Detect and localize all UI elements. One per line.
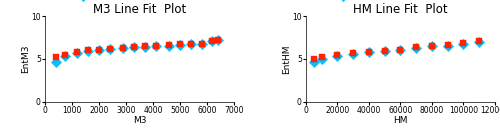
Predicted EntHM bbox=[396, 49, 404, 51]
EntM3 bbox=[214, 39, 222, 41]
Predicted EntM3 bbox=[74, 51, 82, 53]
EntM3 bbox=[62, 55, 70, 57]
Predicted EntM3 bbox=[187, 43, 195, 45]
EntHM bbox=[365, 51, 373, 53]
EntHM bbox=[318, 58, 326, 60]
Predicted EntM3 bbox=[214, 39, 222, 41]
EntHM bbox=[444, 45, 452, 47]
Predicted EntHM bbox=[365, 51, 373, 53]
Predicted EntM3 bbox=[106, 48, 114, 50]
Predicted EntHM bbox=[412, 46, 420, 49]
Predicted EntM3 bbox=[165, 44, 173, 46]
Title: HM Line Fit  Plot: HM Line Fit Plot bbox=[353, 3, 448, 16]
Predicted EntM3 bbox=[130, 46, 138, 49]
X-axis label: M3: M3 bbox=[133, 116, 146, 125]
EntM3 bbox=[106, 48, 114, 50]
EntM3 bbox=[187, 43, 195, 45]
EntM3 bbox=[208, 40, 216, 42]
Predicted EntHM bbox=[310, 58, 318, 60]
EntHM bbox=[349, 53, 357, 55]
EntHM bbox=[380, 50, 388, 52]
EntM3 bbox=[165, 45, 173, 47]
EntM3 bbox=[120, 47, 128, 49]
Predicted EntHM bbox=[460, 42, 468, 44]
Predicted EntHM bbox=[380, 50, 388, 52]
Predicted EntM3 bbox=[62, 54, 70, 56]
Predicted EntM3 bbox=[52, 56, 60, 58]
EntM3 bbox=[198, 43, 205, 45]
Predicted EntHM bbox=[428, 45, 436, 47]
EntHM bbox=[460, 42, 468, 45]
Title: M3 Line Fit  Plot: M3 Line Fit Plot bbox=[93, 3, 186, 16]
EntM3 bbox=[176, 44, 184, 46]
Predicted EntM3 bbox=[95, 49, 103, 51]
Predicted EntM3 bbox=[208, 40, 216, 42]
Predicted EntHM bbox=[318, 56, 326, 58]
EntHM bbox=[428, 45, 436, 47]
EntHM bbox=[334, 54, 342, 57]
Predicted EntHM bbox=[349, 52, 357, 54]
Predicted EntHM bbox=[444, 44, 452, 46]
Predicted EntM3 bbox=[141, 45, 149, 47]
Predicted EntHM bbox=[334, 54, 342, 56]
EntHM bbox=[310, 61, 318, 64]
Predicted EntM3 bbox=[198, 42, 205, 45]
EntM3 bbox=[52, 60, 60, 63]
EntHM bbox=[475, 41, 483, 43]
EntM3 bbox=[141, 45, 149, 48]
Y-axis label: EntM3: EntM3 bbox=[21, 45, 30, 73]
EntM3 bbox=[95, 49, 103, 51]
EntM3 bbox=[130, 46, 138, 49]
EntM3 bbox=[84, 50, 92, 52]
EntHM bbox=[412, 47, 420, 49]
Predicted EntM3 bbox=[84, 49, 92, 51]
EntHM bbox=[396, 49, 404, 51]
Predicted EntM3 bbox=[176, 43, 184, 45]
Predicted EntHM bbox=[475, 40, 483, 42]
Predicted EntM3 bbox=[120, 47, 128, 49]
EntM3 bbox=[74, 52, 82, 54]
EntM3 bbox=[152, 45, 160, 47]
Legend: EntHM, Predicted EntHM: EntHM, Predicted EntHM bbox=[336, 0, 465, 3]
Y-axis label: EntHM: EntHM bbox=[282, 44, 290, 74]
Predicted EntM3 bbox=[152, 45, 160, 47]
X-axis label: HM: HM bbox=[393, 116, 407, 125]
Legend: EntM3, Predicted EntM3: EntM3, Predicted EntM3 bbox=[76, 0, 203, 3]
